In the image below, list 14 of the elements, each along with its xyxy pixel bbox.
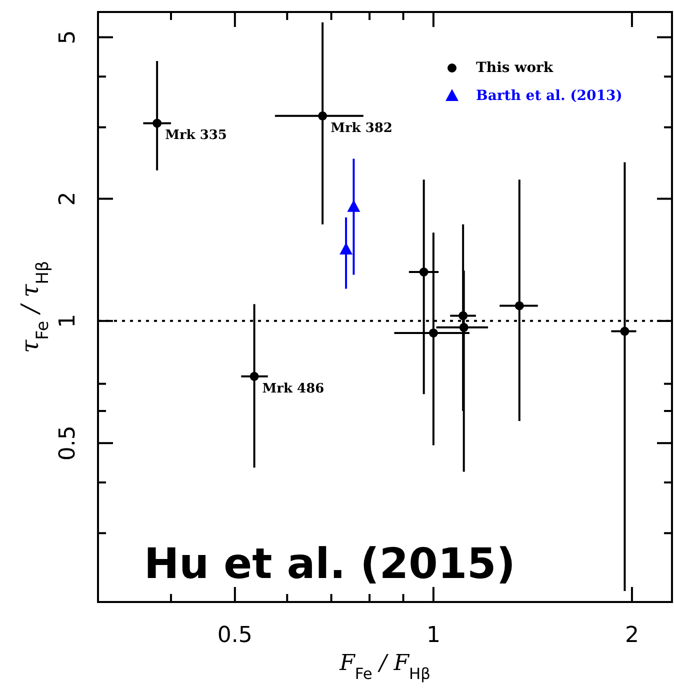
x-tick-label: 0.5 (217, 623, 252, 648)
legend-label: Barth et al. (2013) (476, 88, 622, 104)
y-tick-label: 0.5 (56, 426, 80, 461)
legend-label: This work (476, 60, 554, 76)
y-tick-label: 5 (56, 30, 80, 44)
x-tick-label: 2 (624, 623, 639, 648)
y-tick-label: 2 (56, 192, 80, 206)
x-axis-title: F$_{Fe}$ / F$_{Hβ}$ (338, 651, 430, 683)
y-tick-label: 1 (56, 314, 80, 328)
annotation: Mrk 335 (165, 128, 227, 144)
annotation: Mrk 486 (262, 381, 324, 396)
annotation: Hu et al. (2015) (144, 539, 516, 588)
annotation: Mrk 382 (330, 120, 392, 136)
x-tick-label: 1 (426, 623, 440, 648)
